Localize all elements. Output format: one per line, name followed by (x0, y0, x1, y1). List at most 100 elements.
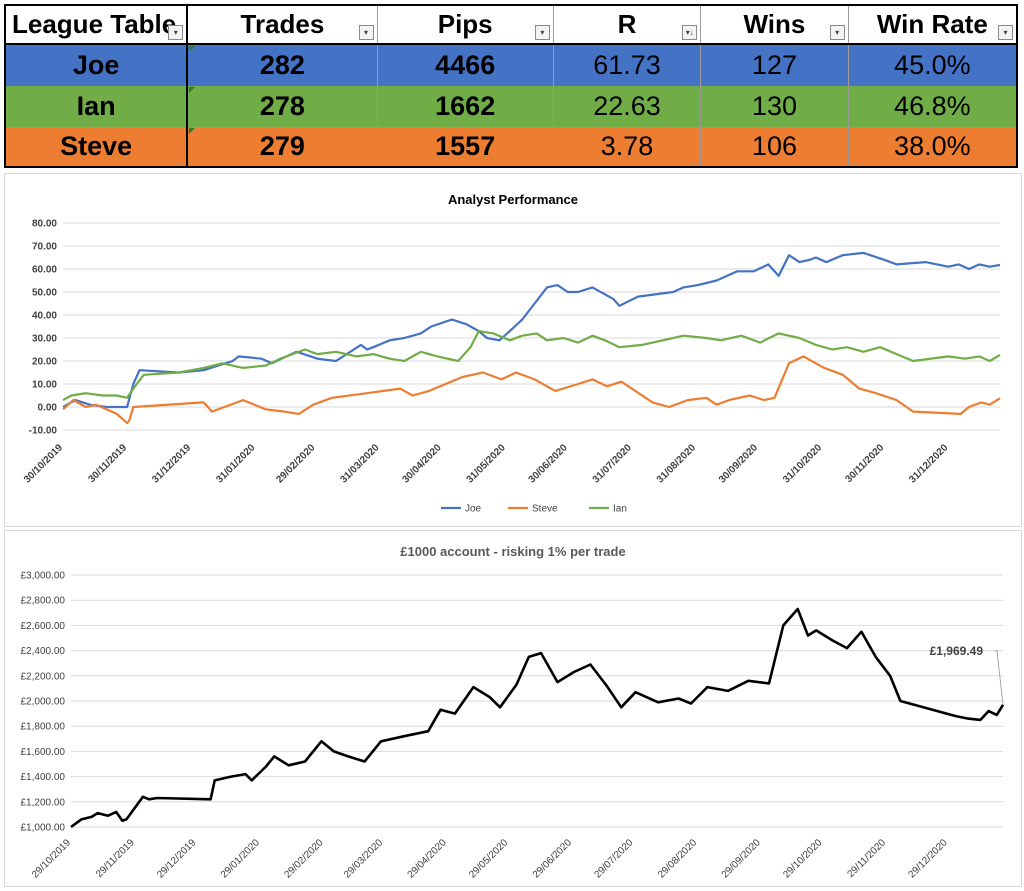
x-tick-label: 29/10/2020 (781, 837, 824, 880)
header-pips[interactable]: Pips ▾ (378, 6, 554, 43)
x-tick-label: 31/08/2020 (655, 442, 698, 485)
header-label: League Table (12, 9, 177, 39)
comment-marker-icon (189, 46, 196, 52)
analyst-name-cell[interactable]: Ian (6, 86, 189, 127)
y-tick-label: £1,400.00 (21, 772, 66, 783)
filter-dropdown-icon[interactable]: ▾ (358, 25, 374, 40)
x-tick-label: 31/03/2020 (338, 442, 381, 485)
r-cell[interactable]: 3.78 (554, 127, 702, 166)
series-line-ian (62, 330, 1001, 402)
y-tick-label: 30.00 (32, 334, 57, 345)
y-tick-label: £2,800.00 (21, 596, 66, 607)
y-tick-label: 20.00 (32, 357, 57, 368)
x-tick-label: 29/12/2020 (907, 837, 950, 880)
table-row: Ian 278 1662 22.63 130 46.8% (4, 86, 1018, 127)
chart-title: £1000 account - risking 1% per trade (400, 544, 625, 559)
annotation-label: £1,969.49 (930, 644, 984, 658)
table-header-row: League Table ▾ Trades ▾ Pips ▾ R ▾↓ Wins… (4, 4, 1018, 45)
filter-dropdown-icon[interactable]: ▾ (534, 25, 550, 40)
win-rate-cell[interactable]: 46.8% (849, 86, 1016, 127)
header-win-rate[interactable]: Win Rate ▾ (849, 6, 1016, 43)
y-tick-label: £1,200.00 (21, 797, 66, 808)
legend-label-ian: Ian (613, 504, 627, 515)
wins-value: 130 (751, 91, 797, 121)
table-row: Steve 279 1557 3.78 106 38.0% (4, 127, 1018, 168)
x-tick-label: 29/12/2019 (155, 837, 198, 880)
x-tick-label: 29/08/2020 (656, 837, 699, 880)
x-tick-label: 31/01/2020 (214, 442, 257, 485)
comment-marker-icon (189, 87, 196, 93)
analyst-name-cell[interactable]: Steve (6, 127, 189, 166)
x-tick-label: 30/06/2020 (527, 442, 570, 485)
win-rate-cell[interactable]: 45.0% (849, 45, 1016, 86)
y-tick-label: 70.00 (32, 242, 57, 253)
sort-descending-icon[interactable]: ▾↓ (682, 25, 698, 40)
header-wins[interactable]: Wins ▾ (701, 6, 849, 43)
x-tick-label: 29/06/2020 (531, 837, 574, 880)
x-tick-label: 31/07/2020 (591, 442, 634, 485)
wins-value: 106 (751, 131, 797, 161)
series-line-steve (62, 355, 1001, 425)
header-trades[interactable]: Trades ▾ (188, 6, 378, 43)
wins-cell[interactable]: 130 (701, 86, 849, 127)
pips-cell[interactable]: 1662 (378, 86, 554, 127)
x-tick-label: 29/02/2020 (274, 442, 317, 485)
account-balance-chart[interactable]: £1000 account - risking 1% per trade £1,0… (4, 530, 1022, 887)
filter-dropdown-icon[interactable]: ▾ (997, 25, 1013, 40)
x-tick-label: 31/05/2020 (465, 442, 508, 485)
win-rate-cell[interactable]: 38.0% (849, 127, 1016, 166)
y-tick-label: £2,200.00 (21, 671, 66, 682)
trades-cell[interactable]: 279 (188, 127, 378, 166)
annotation-leader-line (995, 650, 1004, 705)
x-tick-label: 29/09/2020 (720, 837, 763, 880)
y-tick-label: £2,000.00 (21, 697, 66, 708)
trades-value: 278 (259, 91, 305, 121)
x-tick-label: 29/11/2020 (845, 837, 888, 880)
wins-cell[interactable]: 127 (701, 45, 849, 86)
filter-dropdown-icon[interactable]: ▾ (829, 25, 845, 40)
x-tick-label: 30/11/2019 (86, 442, 129, 485)
x-tick-label: 29/01/2020 (219, 837, 262, 880)
pips-value: 1557 (435, 131, 496, 161)
y-tick-label: 40.00 (32, 311, 57, 322)
y-tick-label: 60.00 (32, 265, 57, 276)
comment-marker-icon (189, 128, 196, 134)
filter-dropdown-icon[interactable]: ▾ (168, 25, 184, 40)
analyst-name: Joe (72, 50, 120, 80)
trades-value: 279 (259, 131, 305, 161)
x-tick-label: 29/07/2020 (592, 837, 635, 880)
x-tick-label: 29/10/2019 (30, 837, 73, 880)
wins-cell[interactable]: 106 (701, 127, 849, 166)
analyst-name: Ian (76, 91, 116, 121)
y-tick-label: £1,800.00 (21, 722, 66, 733)
y-tick-label: £2,600.00 (21, 621, 66, 632)
r-cell[interactable]: 22.63 (554, 86, 702, 127)
header-league-table[interactable]: League Table ▾ (6, 6, 189, 43)
y-tick-label: 50.00 (32, 288, 57, 299)
pips-cell[interactable]: 1557 (378, 127, 554, 166)
x-tick-label: 29/11/2019 (94, 837, 137, 880)
y-tick-label: 80.00 (32, 219, 57, 230)
y-tick-label: 0.00 (38, 403, 58, 414)
header-r[interactable]: R ▾↓ (554, 6, 702, 43)
header-label: Win Rate (876, 9, 988, 39)
analyst-performance-chart[interactable]: Analyst Performance -10.00 0.00 10.00 20.00 3… (4, 173, 1022, 527)
header-label: Pips (437, 9, 493, 39)
pips-cell[interactable]: 4466 (378, 45, 554, 86)
trades-cell[interactable]: 282 (188, 45, 378, 86)
x-tick-label: 29/02/2020 (282, 837, 325, 880)
analyst-name-cell[interactable]: Joe (6, 45, 189, 86)
x-tick-label: 30/04/2020 (400, 442, 443, 485)
x-tick-label: 30/11/2020 (844, 442, 887, 485)
x-tick-label: 29/04/2020 (406, 837, 449, 880)
analyst-name: Steve (60, 131, 133, 161)
win-rate-value: 46.8% (894, 91, 971, 121)
win-rate-value: 38.0% (894, 131, 971, 161)
table-row: Joe 282 4466 61.73 127 45.0% (4, 45, 1018, 86)
league-table: League Table ▾ Trades ▾ Pips ▾ R ▾↓ Wins… (0, 0, 1024, 170)
legend-label-joe: Joe (465, 504, 482, 515)
r-cell[interactable]: 61.73 (554, 45, 702, 86)
x-tick-label: 30/10/2019 (22, 442, 65, 485)
trades-cell[interactable]: 278 (188, 86, 378, 127)
win-rate-value: 45.0% (894, 50, 971, 80)
